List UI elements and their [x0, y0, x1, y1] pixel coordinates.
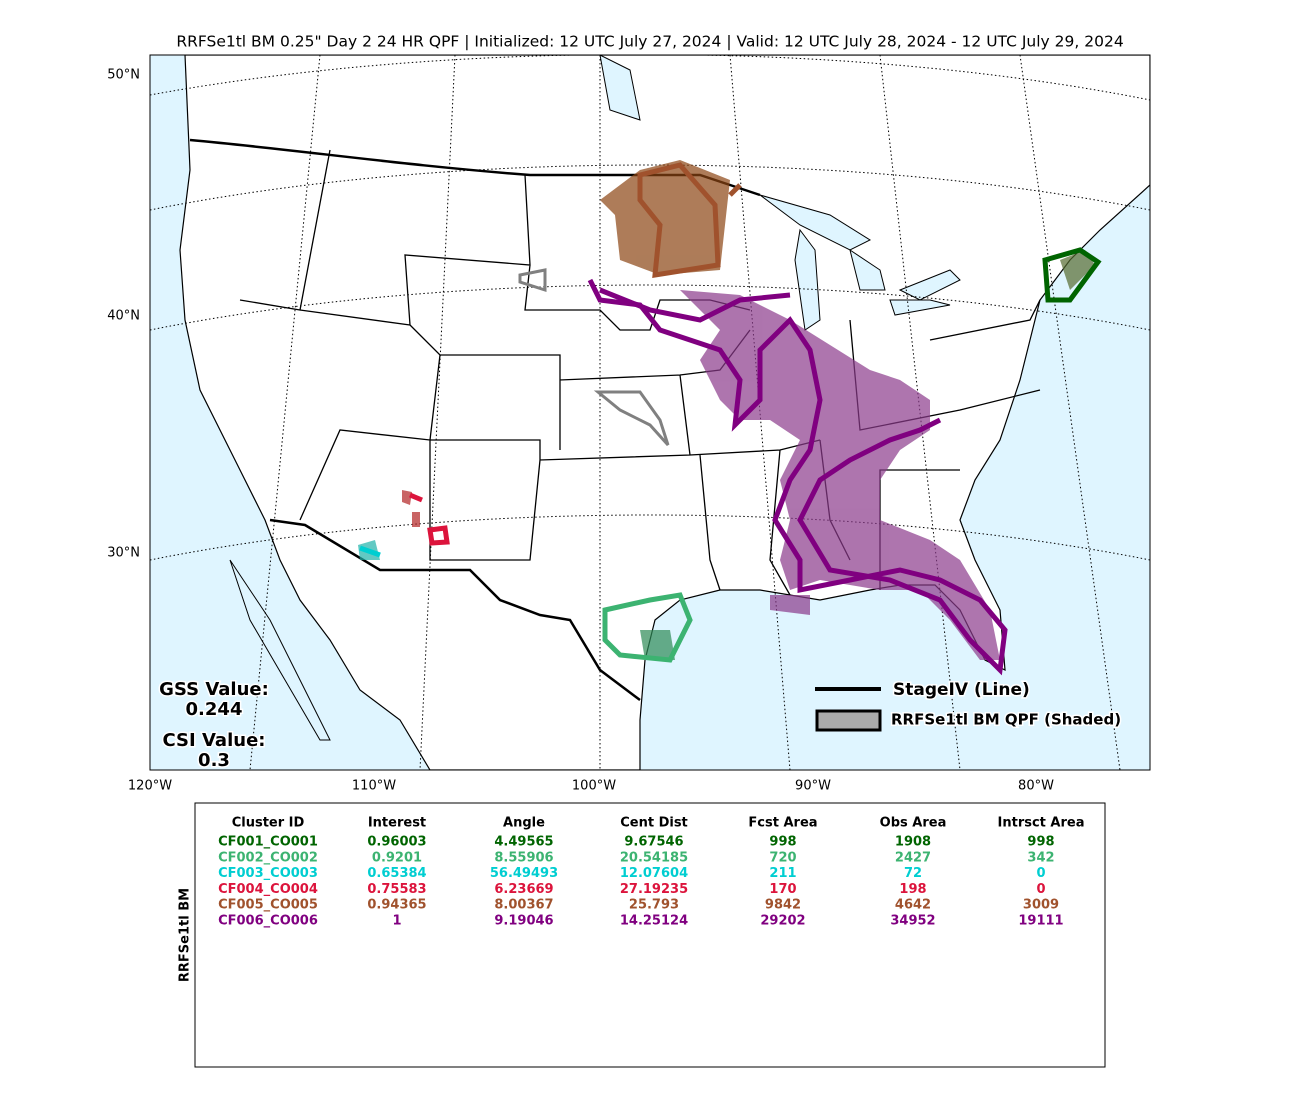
table-cell: CF005_CO005	[218, 898, 318, 913]
table-cell: 170	[769, 882, 796, 897]
legend-label: StageIV (Line)	[893, 680, 1030, 700]
table-cell: 342	[1027, 850, 1054, 865]
column-header: Angle	[503, 816, 545, 831]
table-cell: 20.54185	[620, 850, 688, 865]
table-cell: 72	[904, 866, 922, 881]
gss-label: GSS Value:	[159, 679, 269, 700]
map	[150, 55, 1150, 770]
column-header: Intrsct Area	[998, 816, 1085, 831]
lon-label: 90°W	[795, 779, 831, 794]
table-cell: 6.23669	[494, 882, 553, 897]
lon-label: 80°W	[1018, 779, 1054, 794]
table-cell: CF006_CO006	[218, 914, 318, 929]
table-cell: CF002_CO002	[218, 850, 318, 865]
great-lakes	[759, 194, 961, 331]
graticule	[150, 55, 1150, 770]
table-cell: 0	[1036, 866, 1045, 881]
lon-label: 120°W	[128, 779, 172, 794]
table-cell: 29202	[760, 914, 805, 929]
table-cell: 9842	[765, 898, 801, 913]
column-header: Interest	[368, 816, 426, 831]
table-cell: 8.55906	[494, 850, 553, 865]
table: RRFSe1tl BM Cluster ID Interest Angle Cent …	[178, 802, 1106, 1068]
legend: StageIV (Line) RRFSe1tl BM QPF (Shaded)	[815, 679, 1123, 732]
table-cell: 12.07604	[620, 866, 688, 881]
table-side-label: RRFSe1tl BM	[178, 888, 193, 982]
table-cell: 0	[1036, 882, 1045, 897]
gss-value: 0.244	[186, 699, 243, 720]
table-cell: 0.96003	[367, 835, 426, 850]
table-cell: 9.67546	[624, 835, 683, 850]
table-cell: CF001_CO001	[218, 835, 318, 850]
table-cell: 2427	[895, 850, 931, 865]
map-frame	[149, 54, 1151, 771]
lake	[599, 55, 641, 121]
table-cell: 27.19235	[620, 882, 688, 897]
scores: GSS Value: 0.244 CSI Value: 0.3	[158, 678, 271, 773]
lon-label: 110°W	[352, 779, 396, 794]
title: RRFSe1tl BM 0.25" Day 2 24 HR QPF | Init…	[176, 33, 1123, 51]
table-cell: 34952	[890, 914, 935, 929]
table-cell: CF004_CO004	[218, 882, 318, 897]
table-cell: 25.793	[629, 898, 679, 913]
column-header: Cent Dist	[620, 816, 688, 831]
table-cell: 720	[769, 850, 796, 865]
column-header: Cluster ID	[232, 816, 305, 831]
table-cell: 19111	[1018, 914, 1063, 929]
lat-label: 30°N	[107, 546, 140, 561]
table-cell: CF003_CO003	[218, 866, 318, 881]
table-cell: 998	[769, 835, 796, 850]
table-cell: 8.00367	[494, 898, 553, 913]
table-cell: 4.49565	[494, 835, 553, 850]
table-frame	[194, 802, 1106, 1068]
table-cell: 1908	[895, 835, 931, 850]
table-cell: 198	[899, 882, 926, 897]
table-cell: 9.19046	[494, 914, 553, 929]
table-cell: 0.75583	[367, 882, 426, 897]
table-cell: 0.65384	[367, 866, 426, 881]
table-cell: 14.25124	[620, 914, 688, 929]
csi-value: 0.3	[198, 750, 230, 771]
csi-label: CSI Value:	[163, 730, 266, 751]
table-cell: 56.49493	[490, 866, 558, 881]
table-cell: 211	[769, 866, 796, 881]
lat-label: 40°N	[107, 309, 140, 324]
lon-label: 100°W	[572, 779, 616, 794]
legend-label: RRFSe1tl BM QPF (Shaded)	[891, 711, 1121, 729]
table-cell: 0.94365	[367, 898, 426, 913]
column-header: Obs Area	[880, 816, 947, 831]
table-cell: 998	[1027, 835, 1054, 850]
table-cell: 1	[392, 914, 401, 929]
gulf-california	[229, 559, 331, 741]
table-cell: 0.9201	[372, 850, 422, 865]
lat-label: 50°N	[107, 68, 140, 83]
obs-contours	[359, 162, 1102, 676]
legend-swatch	[815, 709, 882, 732]
table-cell: 4642	[895, 898, 931, 913]
table-cell: 3009	[1023, 898, 1059, 913]
column-header: Fcst Area	[748, 816, 817, 831]
